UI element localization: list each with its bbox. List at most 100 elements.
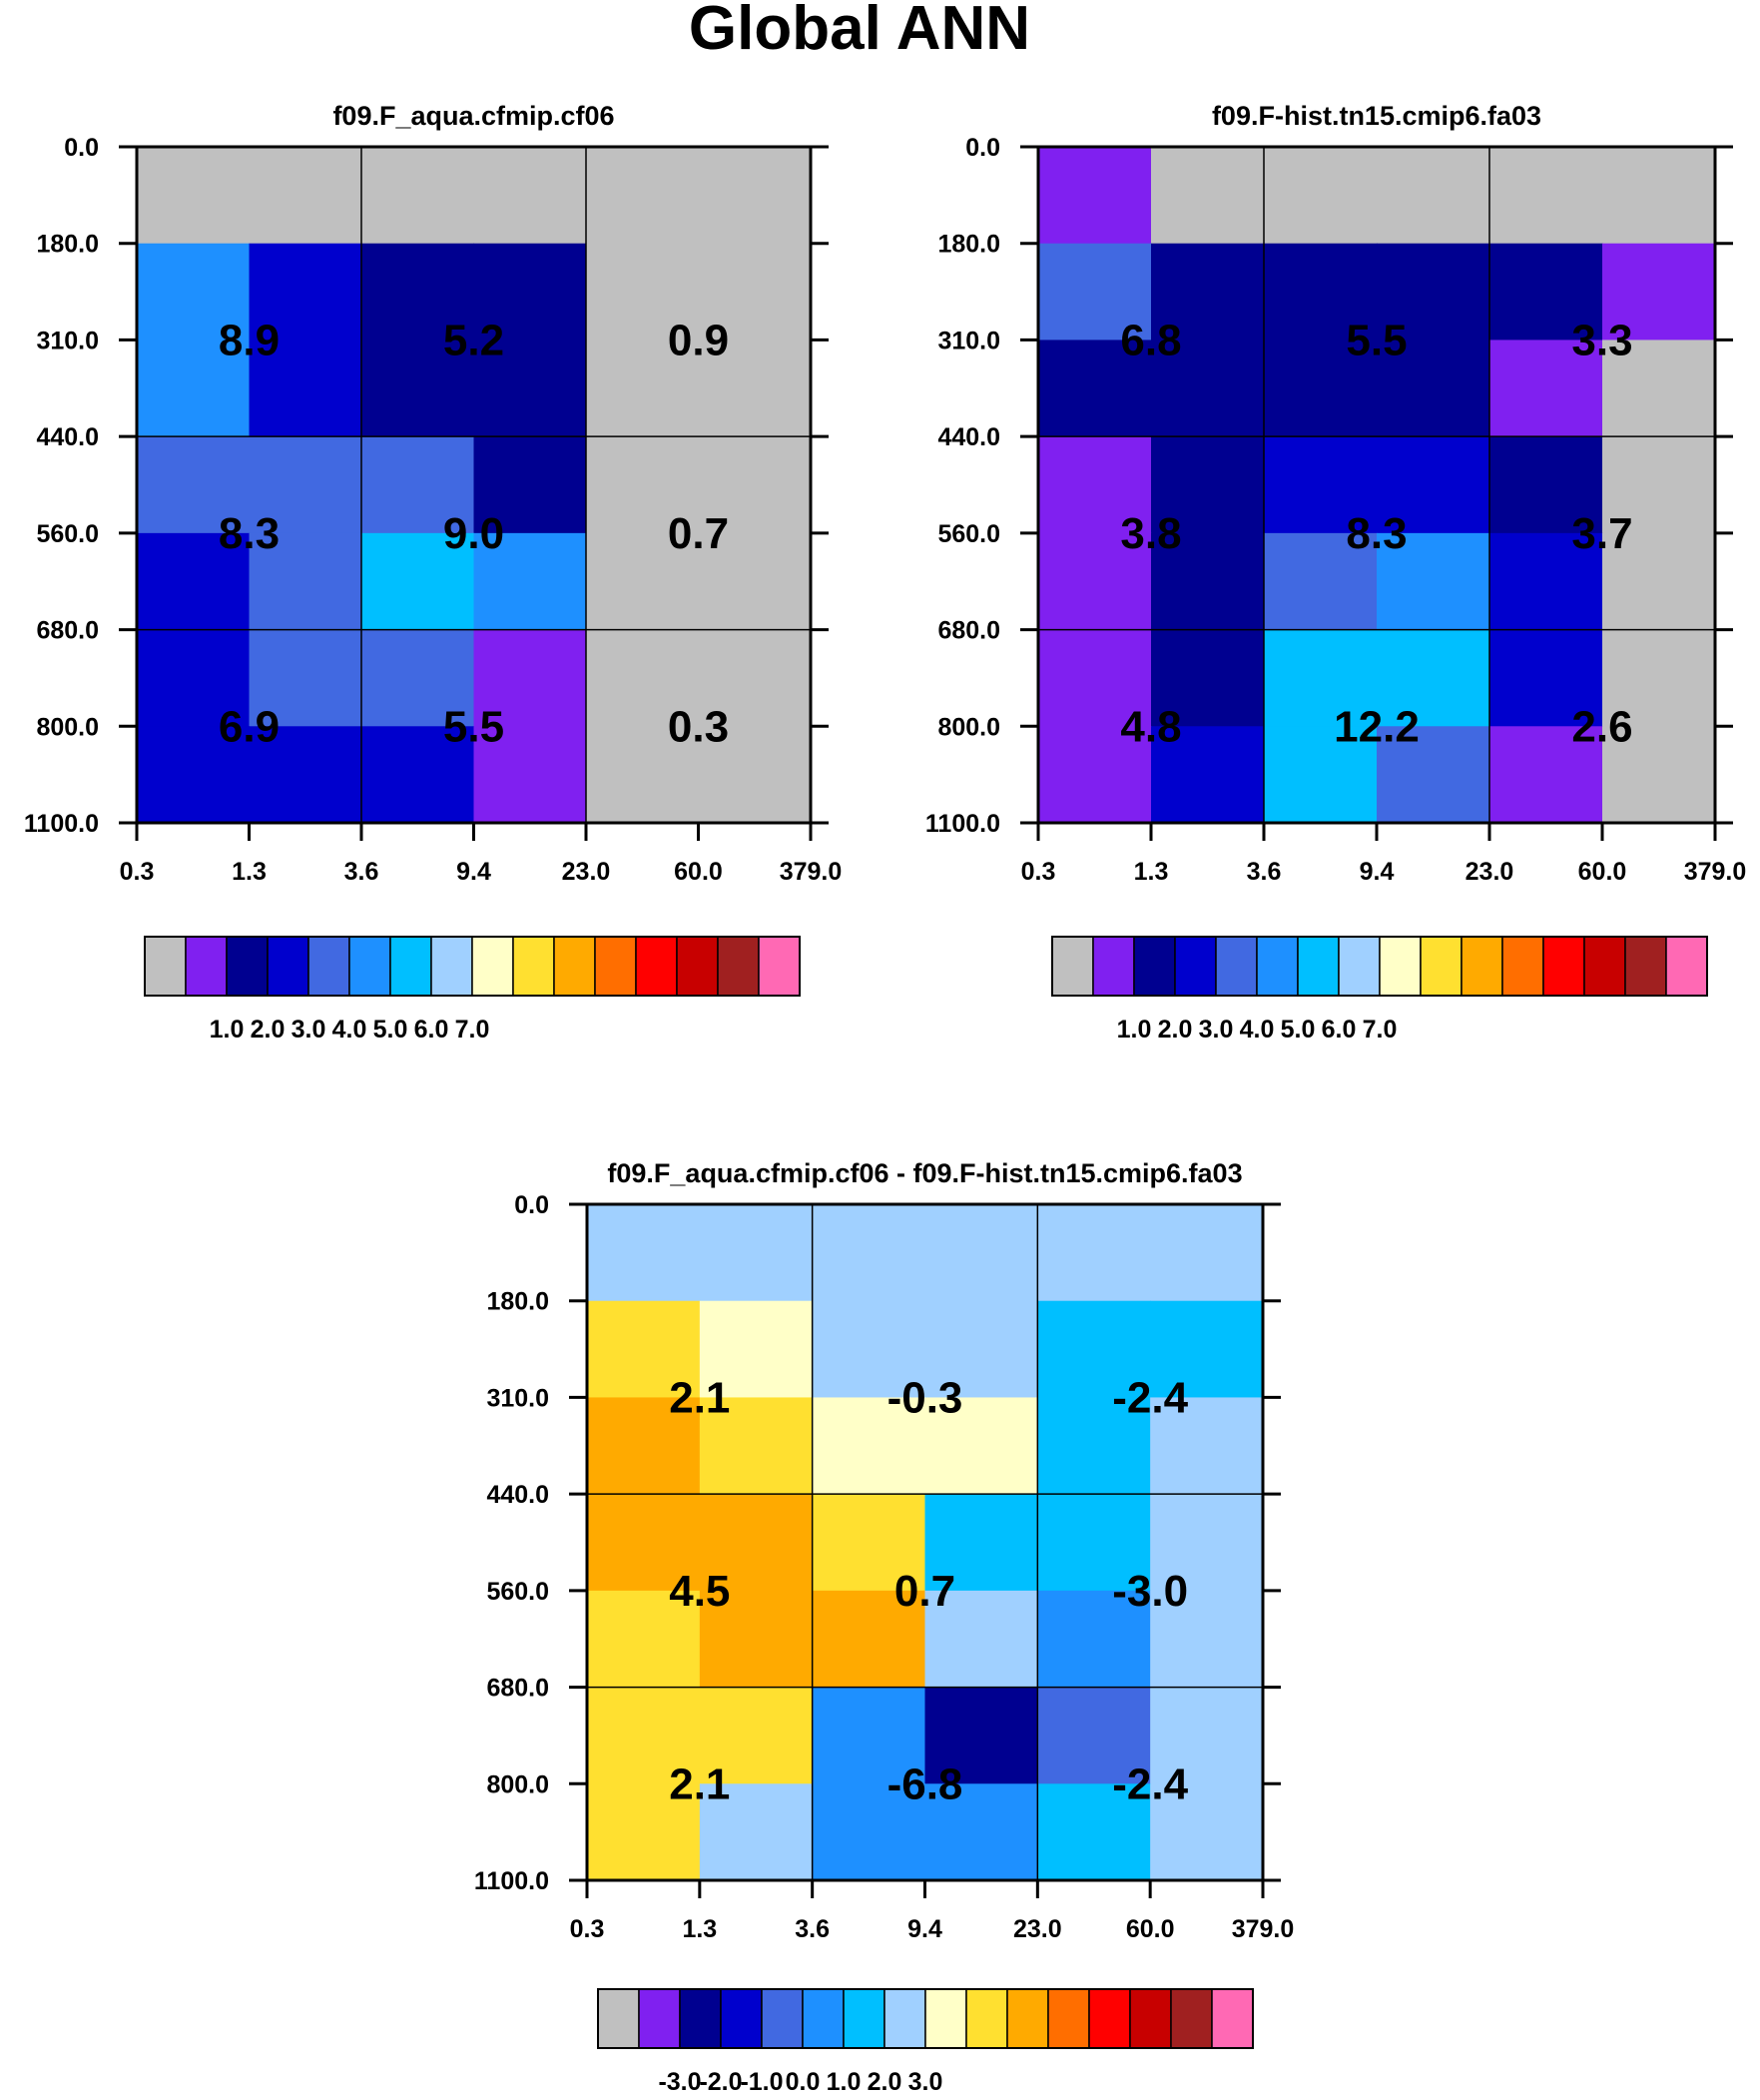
colorbar-swatch xyxy=(598,1989,639,2048)
colorbar-swatch xyxy=(1093,937,1134,996)
heatmap-cell xyxy=(587,1204,700,1301)
cell-value: -2.4 xyxy=(1112,1759,1188,1808)
colorbar-swatch xyxy=(186,937,227,996)
panel-title: f09.F-hist.tn15.cmip6.fa03 xyxy=(1212,101,1541,131)
heatmap-cell xyxy=(1038,147,1152,244)
colorbar-swatch xyxy=(721,1989,762,2048)
x-tick-label: 0.3 xyxy=(570,1915,605,1943)
colorbar-swatch xyxy=(639,1989,680,2048)
heatmap-cell xyxy=(1264,147,1378,244)
y-tick-label: 180.0 xyxy=(36,231,99,259)
colorbar-swatch xyxy=(762,1989,803,2048)
colorbar-swatch xyxy=(472,937,513,996)
colorbar-swatch xyxy=(308,937,349,996)
cell-value: 4.5 xyxy=(669,1567,730,1616)
colorbar-swatch xyxy=(1298,937,1339,996)
cell-value: 2.1 xyxy=(669,1759,730,1808)
colorbar-swatch xyxy=(884,1989,925,2048)
panel-title: f09.F_aqua.cfmip.cf06 - f09.F-hist.tn15.… xyxy=(607,1158,1242,1188)
x-tick-label: 0.3 xyxy=(1021,858,1056,886)
colorbar: 1.0 2.0 3.0 4.0 5.0 6.0 7.0 xyxy=(145,937,800,1044)
x-tick-label: 23.0 xyxy=(1466,858,1514,886)
cell-value: 3.7 xyxy=(1571,509,1632,558)
x-tick-label: 9.4 xyxy=(1360,858,1395,886)
x-tick-label: 0.3 xyxy=(120,858,155,886)
heatmap-cell xyxy=(250,147,362,244)
y-tick-label: 0.0 xyxy=(64,134,99,162)
colorbar-swatch xyxy=(1666,937,1707,996)
x-tick-label: 23.0 xyxy=(1013,1915,1062,1943)
heatmap-panel-2: f09.F-hist.tn15.cmip6.fa030.0180.0310.04… xyxy=(925,101,1746,1044)
heatmap-cell xyxy=(1037,1204,1150,1301)
cell-value: -6.8 xyxy=(887,1759,963,1808)
colorbar-label: 5.0 xyxy=(1281,1016,1316,1044)
colorbar-swatch xyxy=(759,937,800,996)
x-tick-label: 379.0 xyxy=(780,858,843,886)
cell-value: 2.6 xyxy=(1571,702,1632,751)
cell-value: 6.8 xyxy=(1120,316,1181,364)
colorbar-swatch xyxy=(844,1989,884,2048)
colorbar-swatch xyxy=(1339,937,1380,996)
heatmap-cell xyxy=(925,1204,1038,1301)
y-tick-label: 310.0 xyxy=(36,327,99,354)
colorbar-swatch xyxy=(145,937,186,996)
colorbar-label: 6.0 xyxy=(414,1016,449,1044)
x-tick-label: 379.0 xyxy=(1684,858,1747,886)
heatmap-cell xyxy=(474,147,587,244)
y-tick-label: 680.0 xyxy=(937,617,1000,645)
colorbar-swatch xyxy=(554,937,595,996)
heatmap-cell xyxy=(700,1204,813,1301)
cell-value: 3.8 xyxy=(1120,509,1181,558)
colorbar: 1.0 2.0 3.0 4.0 5.0 6.0 7.0 xyxy=(1052,937,1707,1044)
y-tick-label: 440.0 xyxy=(937,423,1000,451)
x-tick-label: 60.0 xyxy=(674,858,723,886)
colorbar-swatch xyxy=(1421,937,1462,996)
cell-value: 8.3 xyxy=(1346,509,1407,558)
colorbar-swatch xyxy=(718,937,759,996)
colorbar-swatch xyxy=(227,937,268,996)
colorbar-label: 1.0 xyxy=(1117,1016,1152,1044)
heatmap-cell xyxy=(813,1204,925,1301)
heatmap-cell xyxy=(586,147,699,244)
colorbar-label: 4.0 xyxy=(1240,1016,1275,1044)
y-tick-label: 1100.0 xyxy=(474,1867,549,1895)
x-tick-label: 3.6 xyxy=(344,858,379,886)
colorbar-swatch xyxy=(268,937,308,996)
heatmap-cell xyxy=(1151,147,1265,244)
figure: Global ANN f09.F_aqua.cfmip.cf060.0180.0… xyxy=(0,0,1760,2100)
cell-value: -2.4 xyxy=(1112,1373,1188,1422)
colorbar-swatch xyxy=(1625,937,1666,996)
colorbar-swatch xyxy=(1175,937,1216,996)
heatmap-panel-1: f09.F_aqua.cfmip.cf060.0180.0310.0440.05… xyxy=(24,101,842,1044)
cell-value: 2.1 xyxy=(669,1373,730,1422)
colorbar-swatch xyxy=(1052,937,1093,996)
colorbar-swatch xyxy=(1134,937,1175,996)
cell-value: 3.3 xyxy=(1571,316,1632,364)
y-tick-label: 800.0 xyxy=(36,713,99,741)
cell-value: 9.0 xyxy=(443,509,504,558)
cell-value: -0.3 xyxy=(887,1373,963,1422)
y-tick-label: 1100.0 xyxy=(24,810,99,838)
colorbar-swatch xyxy=(1130,1989,1171,2048)
cell-value: 8.3 xyxy=(219,509,280,558)
colorbar-swatch xyxy=(966,1989,1007,2048)
heatmap-cell xyxy=(361,147,474,244)
y-tick-label: 310.0 xyxy=(486,1384,549,1412)
colorbar-swatch xyxy=(1257,937,1298,996)
colorbar-swatch xyxy=(1212,1989,1253,2048)
colorbar-swatch xyxy=(1171,1989,1212,2048)
x-tick-label: 379.0 xyxy=(1232,1915,1295,1943)
colorbar-swatch xyxy=(636,937,677,996)
y-tick-label: 440.0 xyxy=(486,1481,549,1509)
cell-value: 0.9 xyxy=(668,316,729,364)
colorbar-label: 5.0 xyxy=(373,1016,408,1044)
y-tick-label: 560.0 xyxy=(486,1578,549,1606)
colorbar-label: 3.0 xyxy=(1199,1016,1234,1044)
y-tick-label: 0.0 xyxy=(965,134,1000,162)
colorbar-swatch xyxy=(513,937,554,996)
colorbar-label: 3.0 xyxy=(292,1016,326,1044)
colorbar-swatch xyxy=(349,937,390,996)
colorbar-label: 7.0 xyxy=(455,1016,490,1044)
cell-value: 5.2 xyxy=(443,316,504,364)
y-tick-label: 180.0 xyxy=(486,1288,549,1316)
